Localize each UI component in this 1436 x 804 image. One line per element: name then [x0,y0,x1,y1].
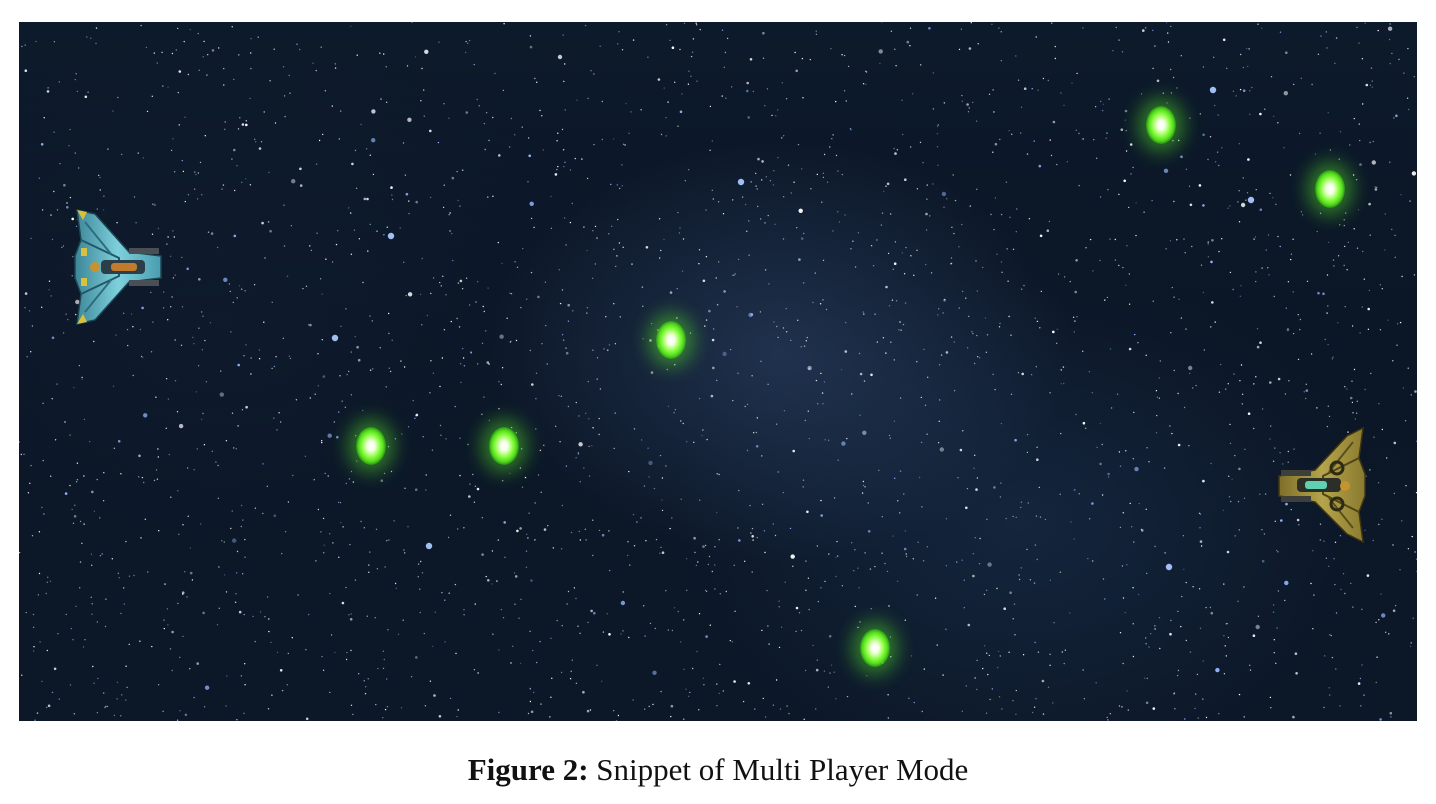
projectile-6 [860,629,890,667]
figure-caption: Figure 2: Snippet of Multi Player Mode [0,752,1436,788]
projectile-1 [1146,106,1176,144]
starfield-background [19,22,1417,721]
player-1-ship-icon [74,209,162,325]
game-canvas[interactable] [19,22,1417,721]
caption-label: Figure 2: [467,752,589,787]
projectile-2 [1315,170,1345,208]
caption-text: Snippet of Multi Player Mode [588,752,969,787]
player-2-ship-icon [1278,426,1366,544]
projectile-4 [356,427,386,465]
projectile-3 [656,321,686,359]
projectile-5 [489,427,519,465]
